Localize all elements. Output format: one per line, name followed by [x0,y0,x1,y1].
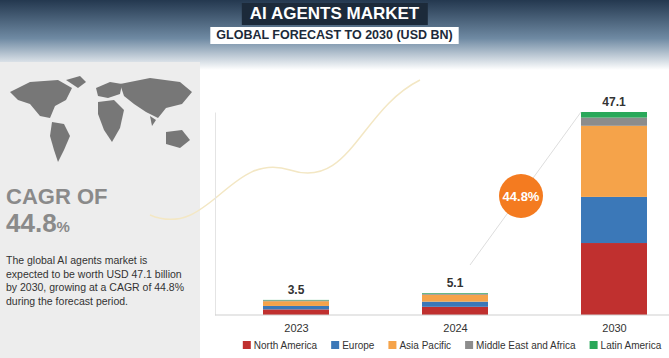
bar-segment [422,302,488,307]
header-background [0,0,669,70]
legend-item: Latin America [590,340,662,351]
cagr-heading: CAGR OF [6,184,107,209]
bar-segment [263,299,329,300]
bar-segment [263,306,329,309]
bar-segment [581,243,647,315]
continent [120,78,192,118]
bar-segment [581,112,647,118]
bar-segment [422,294,488,295]
x-tick: 2024 [443,315,467,334]
legend: North America Europe Asia Pacific Middle Ea… [243,340,662,351]
legend-swatch [243,341,251,349]
x-axis: 2023 2024 2030 [215,315,669,334]
title: AI AGENTS MARKET [250,4,420,23]
side-panel [0,62,200,358]
series-3 [263,118,647,302]
callout-text: 44.8% [503,189,540,204]
legend-swatch [590,341,598,349]
legend-item: Middle East and Africa [465,340,576,351]
bars [263,112,647,315]
legend-label: Middle East and Africa [476,340,576,351]
series-4 [263,112,647,300]
decor-curve [150,80,420,219]
legend-label: Latin America [601,340,662,351]
bar-segment [581,197,647,243]
continent [98,100,124,142]
x-tick-label: 2030 [602,322,626,334]
bar-segment [263,300,329,302]
bar-segment [422,307,488,315]
callout-line [470,112,581,265]
series-2 [263,126,647,306]
cagr-value: 44.8% [6,208,70,238]
x-axis-line [215,315,669,316]
bar-segment [263,301,329,306]
legend-item: Asia Pacific [388,340,451,351]
continent [150,116,156,126]
x-tick-label: 2023 [284,322,308,334]
callout-circle [499,174,543,218]
total-label: 47.1 [602,95,626,109]
x-tick: 2030 [602,315,626,334]
background [0,0,669,358]
total-label: 5.1 [447,276,464,290]
continent [50,122,70,162]
series-1 [263,197,647,309]
legend-item: North America [243,340,318,351]
subtitle: GLOBAL FORECAST TO 2030 (USD BN) [216,28,452,42]
continent [66,76,86,88]
continent [10,80,72,118]
legend-swatch [331,341,339,349]
chart-svg: AI AGENTS MARKET GLOBAL FORECAST TO 2030 … [0,0,669,358]
total-label: 3.5 [288,283,305,297]
bar-segment [581,126,647,197]
world-map-icon [10,76,192,162]
title-group: AI AGENTS MARKET GLOBAL FORECAST TO 2030 … [210,3,458,44]
legend-swatch [465,341,473,349]
description: The global AI agents market isexpected t… [6,254,184,307]
bar-segment [263,309,329,315]
legend-label: Asia Pacific [399,340,451,351]
x-tick-label: 2024 [443,322,467,334]
legend-item: Europe [331,340,375,351]
x-tick: 2023 [284,315,308,334]
callout: 44.8% [470,112,581,265]
title-banner [242,3,428,25]
subtitle-banner [210,27,458,44]
legend-label: North America [254,340,318,351]
continent [96,82,122,98]
totals: 3.5 5.1 47.1 [288,95,626,297]
y-axis-line [215,113,216,316]
legend-swatch [388,341,396,349]
continent [166,130,190,148]
bar-segment [422,295,488,302]
bar-segment [422,293,488,295]
series-0 [263,243,647,315]
bar-segment [581,118,647,126]
legend-label: Europe [342,340,375,351]
y-axis [215,113,216,316]
